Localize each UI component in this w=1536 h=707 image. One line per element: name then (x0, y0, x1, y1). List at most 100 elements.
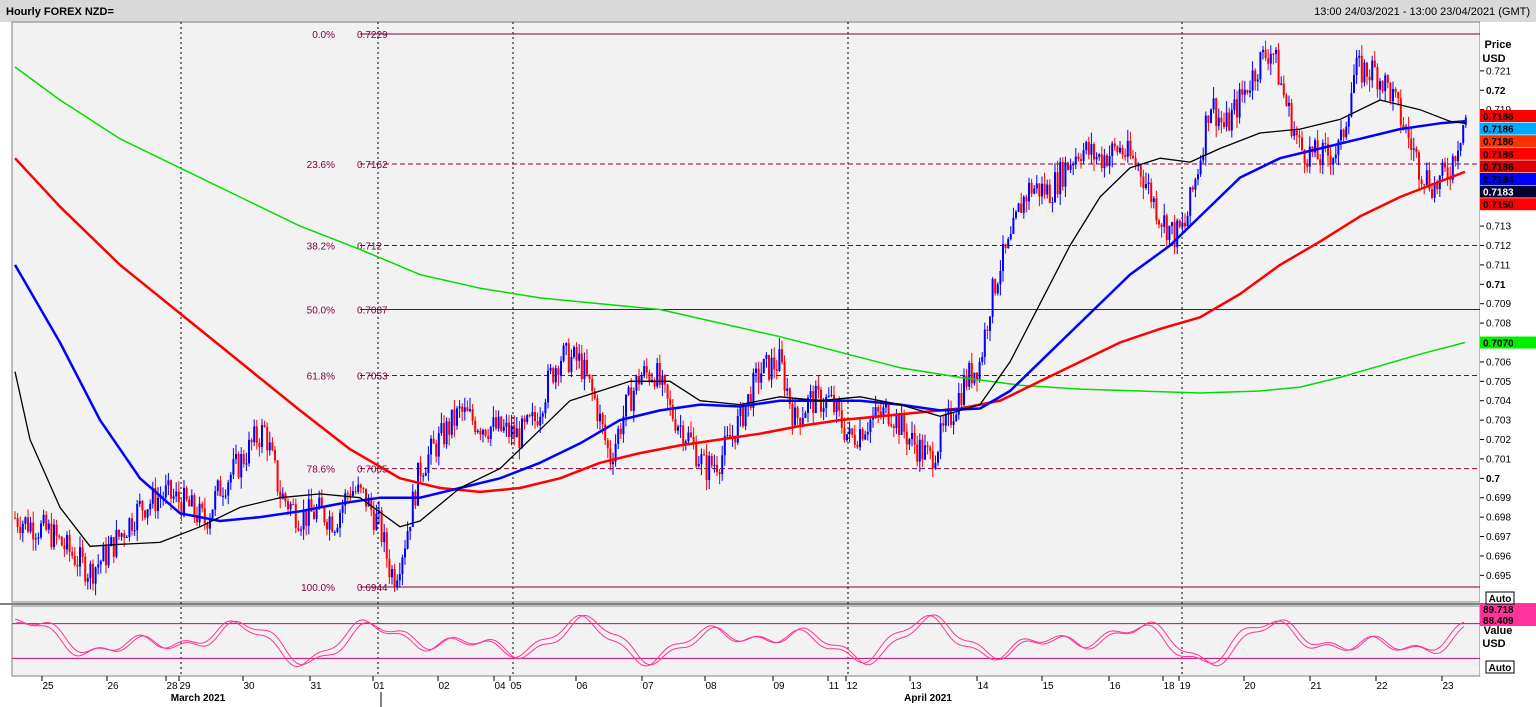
price-tag (1480, 122, 1536, 135)
candle-body (874, 407, 877, 416)
auto-scale-button[interactable] (1485, 591, 1515, 605)
candle-body (34, 538, 37, 540)
candle-body (118, 529, 120, 537)
candle-body (29, 522, 32, 532)
candle-body (1269, 53, 1272, 64)
candle-body (154, 487, 157, 511)
fib-value-label: 0.7162 (357, 160, 388, 171)
candle-body (1168, 225, 1171, 240)
candle-body (1329, 155, 1332, 165)
candle-body (1412, 148, 1415, 150)
candle-body (539, 416, 542, 426)
candle-body (1290, 102, 1293, 136)
candle-body (682, 425, 685, 445)
candle-body (1267, 57, 1270, 64)
candle-body (502, 426, 505, 431)
candle-body (404, 548, 406, 558)
candle-body (1145, 183, 1147, 189)
y-tick-label: 0.72 (1486, 86, 1506, 97)
candle-body (1420, 179, 1423, 185)
candle-body (885, 404, 887, 408)
candle-body (612, 461, 614, 465)
candle-body (1360, 55, 1363, 83)
candle-body (575, 347, 578, 361)
candle-body (1158, 220, 1160, 225)
candle-body (929, 447, 932, 451)
candle-body (755, 368, 757, 373)
candle-body (261, 425, 263, 447)
candle-body (630, 387, 633, 412)
stoch-auto-button[interactable] (1485, 660, 1515, 674)
price-tag (1480, 160, 1536, 173)
candle-body (669, 398, 672, 406)
candle-body (1280, 83, 1283, 85)
candle-body (739, 404, 742, 417)
candle-body (557, 368, 560, 375)
candle-body (1433, 183, 1436, 198)
candle-body (482, 429, 484, 435)
candle-body (242, 454, 245, 464)
candle-body (185, 487, 188, 500)
candle-body (250, 439, 253, 443)
candle-body (783, 362, 786, 391)
candle-body (1457, 150, 1459, 162)
candle-body (352, 491, 354, 496)
candle-body (385, 532, 388, 559)
candle-body (1293, 130, 1296, 136)
candle-body (1428, 170, 1431, 190)
candle-body (1277, 49, 1280, 85)
candle-body (276, 460, 279, 492)
candle-body (838, 400, 841, 411)
candle-body (778, 349, 781, 371)
candle-body (164, 485, 167, 498)
candle-body (835, 400, 838, 413)
x-tick-label: 18 (1163, 681, 1175, 692)
candle-body (453, 409, 456, 426)
candle-body (357, 484, 360, 492)
candle-body (1371, 60, 1374, 81)
candle-body (79, 547, 81, 567)
candle-body (406, 531, 409, 549)
candle-body (346, 493, 349, 495)
candle-body (1386, 75, 1389, 83)
price-tag (1480, 173, 1536, 185)
candle-body (469, 409, 471, 411)
candle-body (1080, 159, 1082, 161)
candle-body (266, 426, 269, 451)
candle-body (846, 434, 848, 441)
candle-body (965, 375, 968, 387)
candle-body (141, 500, 144, 511)
candle-body (362, 487, 365, 489)
candle-body (869, 419, 872, 432)
candle-body (1155, 198, 1158, 221)
stochastic-pane[interactable] (11, 605, 1481, 677)
candle-body (710, 455, 713, 466)
x-tick-label: 07 (642, 681, 654, 692)
price-tag-label: 0.7186 (1483, 125, 1514, 136)
candle-body (526, 415, 529, 423)
candle-body (206, 523, 209, 529)
candle-body (536, 421, 539, 426)
candle-body (300, 529, 302, 531)
candle-body (742, 404, 744, 427)
candle-body (521, 418, 523, 449)
candle-body (812, 391, 815, 413)
candle-body (146, 509, 149, 518)
candle-body (1142, 176, 1145, 189)
candle-body (396, 580, 399, 588)
candle-body (963, 375, 965, 405)
price-pane[interactable] (11, 21, 1481, 603)
price-tag-label: 0.7186 (1483, 162, 1514, 173)
candle-body (110, 537, 113, 546)
candle-body (565, 343, 568, 346)
candle-body (456, 408, 458, 426)
candle-body (1334, 154, 1337, 159)
candle-body (209, 517, 211, 529)
fibonacci-retracement[interactable]: 0.0% 0.7229 23.6% 0.7162 38.2% 0.712 50.0% 0.70… (301, 30, 1480, 594)
candle-body (567, 343, 570, 373)
candle-body (375, 513, 378, 530)
candle-body (14, 517, 16, 519)
candle-body (1191, 187, 1194, 190)
y-tick-label: 0.695 (1486, 571, 1511, 582)
candle-body (640, 375, 643, 385)
